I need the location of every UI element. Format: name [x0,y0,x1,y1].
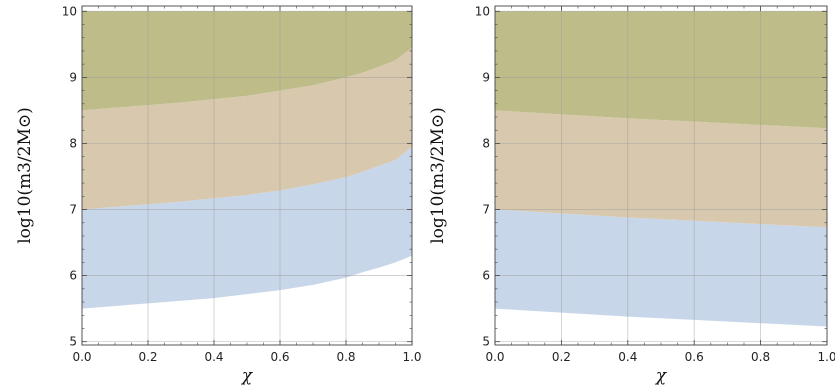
band-3 [495,11,827,129]
y-tick-label: 9 [69,70,77,84]
y-tick-label: 6 [482,269,490,283]
band-3 [82,11,412,111]
x-tick-label: 0.4 [618,350,637,364]
x-tick-label: 0.6 [685,350,704,364]
y-tick-label: 8 [69,136,77,150]
x-tick-label: 0.6 [270,350,289,364]
x-tick-label: 0.4 [204,350,223,364]
x-tick-label: 0.0 [485,350,504,364]
x-tick-label: 0.8 [336,350,355,364]
bands [495,11,827,327]
band-2 [82,47,412,210]
x-tick-label: 0.8 [751,350,770,364]
bands [82,11,412,309]
band-2 [495,110,827,228]
y-tick-label: 6 [69,269,77,283]
y-tick-label: 7 [482,203,490,217]
y-tick-label: 8 [482,136,490,150]
x-axis-label: χ [241,366,254,386]
y-tick-label: 10 [62,4,77,18]
panel-2: 0.0 0.2 0.4 0.6 0.8 1.0 5 6 7 8 9 10 χ log10(m3/2M⊙) [428,4,835,386]
panel-1: 0.0 0.2 0.4 0.6 0.8 1.0 5 6 7 8 9 10 χ log10(m3/2M⊙) [15,4,422,386]
y-tick-label: 5 [482,335,490,349]
band-1 [82,146,412,309]
x-tick-label: 1.0 [817,350,835,364]
x-tick-label: 0.2 [552,350,571,364]
y-tick-label: 5 [69,335,77,349]
y-tick-label: 7 [69,203,77,217]
y-tick-label: 10 [475,4,490,18]
x-tick-label: 0.2 [138,350,157,364]
x-tick-label: 1.0 [402,350,421,364]
y-axis-label: log10(m3/2M⊙) [428,107,448,244]
x-tick-label: 0.0 [72,350,91,364]
y-axis-label: log10(m3/2M⊙) [15,107,35,244]
x-axis-label: χ [655,366,668,386]
band-1 [495,209,827,327]
y-tick-label: 9 [482,70,490,84]
